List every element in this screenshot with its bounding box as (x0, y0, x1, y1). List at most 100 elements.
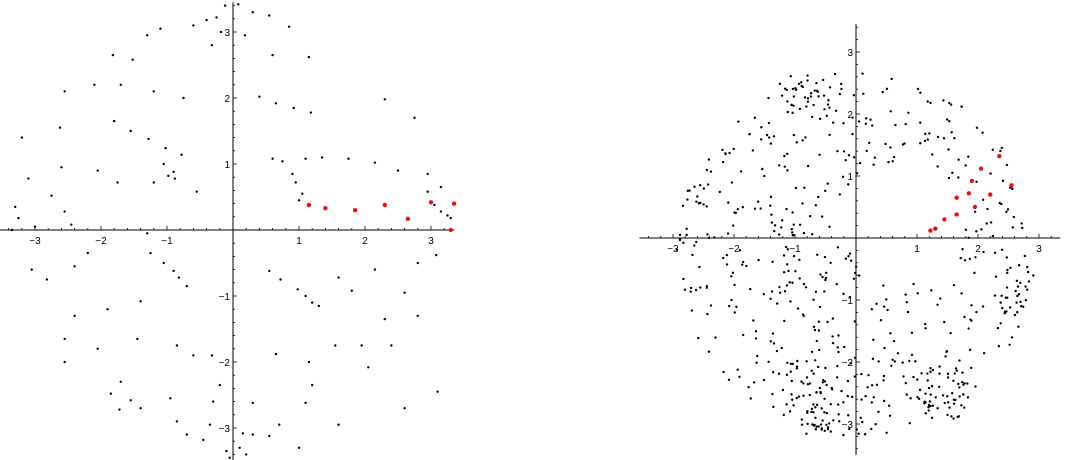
scatter-point (875, 383, 879, 386)
scatter-point (697, 336, 700, 340)
scatter-point (806, 74, 809, 77)
scatter-point (175, 420, 179, 423)
scatter-point (721, 160, 725, 164)
scatter-point (741, 206, 745, 209)
scatter-point (996, 326, 1000, 330)
scatter-point (831, 317, 835, 320)
scatter-point (823, 429, 826, 432)
scatter-point (63, 210, 66, 213)
scatter-point (111, 53, 115, 57)
scatter-point (873, 156, 876, 159)
scatter-point (202, 438, 205, 442)
scatter-point (936, 135, 940, 139)
scatter-point (904, 381, 908, 385)
scatter-point (802, 231, 806, 235)
scatter-point (1013, 313, 1017, 317)
scatter-point (941, 394, 945, 397)
scatter-point (1000, 294, 1003, 297)
scatter-point (945, 350, 948, 354)
scatter-point (961, 247, 964, 251)
scatter-point (939, 297, 942, 300)
scatter-point (910, 331, 914, 335)
scatter-point (866, 386, 869, 389)
scatter-point (927, 406, 930, 409)
scatter-point (801, 139, 804, 142)
scatter-point (45, 278, 49, 281)
scatter-point (961, 380, 964, 384)
scatter-point (981, 131, 984, 134)
scatter-point (727, 201, 730, 204)
scatter-point (195, 190, 198, 193)
scatter-point (812, 411, 815, 414)
scatter-point (875, 302, 878, 306)
scatter-point (936, 407, 939, 410)
scatter-point (924, 132, 927, 135)
scatter-point (737, 120, 740, 123)
y-tick-label: −3 (842, 420, 854, 431)
scatter-point (279, 278, 282, 281)
scatter-point (828, 133, 831, 137)
scatter-point (889, 332, 892, 335)
scatter-point (828, 225, 831, 228)
scatter-point (777, 372, 781, 375)
scatter-point (860, 372, 863, 376)
scatter-point (948, 406, 951, 409)
scatter-point (783, 165, 786, 168)
scatter-point (869, 118, 872, 121)
scatter-point (752, 381, 756, 384)
scatter-point (823, 108, 826, 111)
scatter-point (208, 423, 212, 426)
scatter-point (982, 250, 985, 254)
scatter-point (792, 404, 795, 407)
scatter-point (943, 401, 946, 405)
scatter-plot-left: −3 −2 −1 1 2 3 −3 −2 −1 1 2 3 (0, 2, 457, 460)
scatter-point (334, 344, 337, 347)
scatter-point (947, 148, 950, 151)
scatter-point (953, 372, 956, 375)
scatter-point (436, 390, 439, 393)
scatter-point (63, 337, 66, 341)
scatter-point (792, 95, 796, 98)
scatter-point (872, 163, 875, 166)
scatter-point (795, 141, 798, 144)
scatter-point (73, 265, 76, 268)
scatter-point (1019, 281, 1022, 285)
scatter-point (919, 121, 922, 124)
scatter-point (268, 434, 271, 438)
scatter-point (836, 149, 839, 153)
scatter-point (957, 382, 960, 386)
scatter-point (849, 362, 853, 365)
scatter-point (383, 98, 386, 101)
scatter-point (832, 419, 835, 422)
scatter-point (997, 153, 1002, 159)
scatter-point (172, 269, 175, 273)
scatter-point (738, 375, 741, 379)
scatter-point (877, 410, 880, 414)
scatter-point (287, 25, 291, 28)
scatter-point (732, 224, 735, 227)
y-tick-label: −1 (219, 292, 231, 303)
scatter-point (164, 146, 167, 150)
scatter-point (1003, 310, 1007, 313)
scatter-point (225, 449, 228, 453)
scatter-point (862, 92, 865, 96)
scatter-point (974, 256, 977, 259)
scatter-point (952, 284, 956, 287)
scatter-point (317, 304, 320, 308)
scatter-point (812, 372, 815, 375)
scatter-point (754, 330, 758, 333)
scatter-point (855, 428, 859, 431)
scatter-point (790, 227, 793, 231)
scatter-point (885, 298, 888, 301)
scatter-point (813, 89, 816, 92)
scatter-point (403, 407, 406, 410)
scatter-point (844, 257, 848, 260)
scatter-point (918, 388, 922, 392)
scatter-point (812, 298, 815, 301)
scatter-point (734, 211, 737, 215)
scatter-point (928, 400, 932, 403)
scatter-point (824, 366, 827, 370)
scatter-point (732, 147, 735, 151)
scatter-point (777, 233, 781, 236)
scatter-point (806, 411, 809, 415)
